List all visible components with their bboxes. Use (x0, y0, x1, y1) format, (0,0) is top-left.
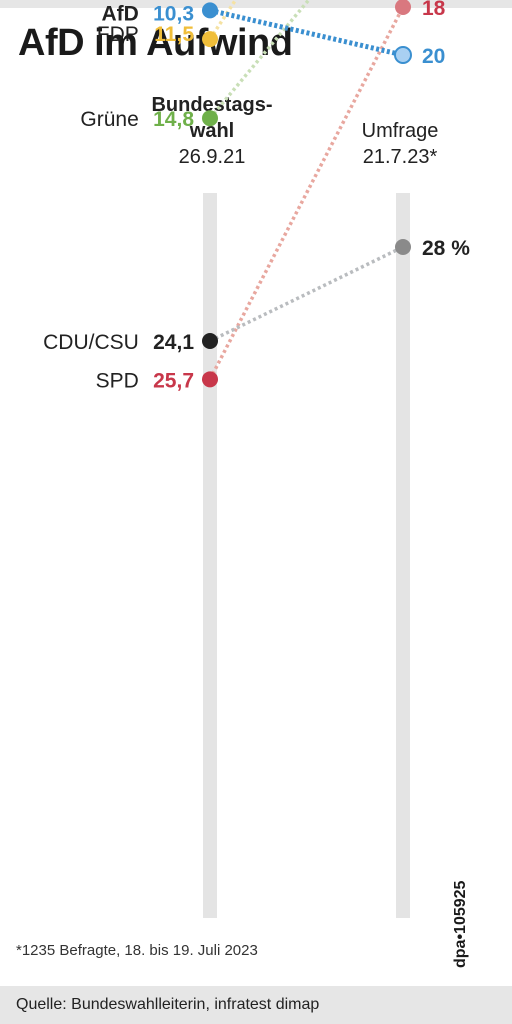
series-line-gr-ne (208, 0, 311, 120)
party-name-spd: SPD (96, 369, 139, 392)
value-left-gr-ne: 14,8 (153, 108, 194, 131)
left-column-rail (203, 193, 217, 918)
value-left-afd: 10,3 (153, 2, 194, 25)
left-column-label-line1: Bundestags- (151, 94, 273, 116)
point-left-fdp (202, 31, 218, 48)
source-bar: Quelle: Bundeswahlleiterin, infratest di… (0, 986, 512, 1024)
point-left-spd (202, 371, 218, 388)
series-line-spd (208, 6, 405, 381)
value-right-spd: 18 (422, 0, 446, 20)
party-name-fdp: FDP (97, 23, 139, 46)
right-column-date: 21.7.23* (362, 146, 438, 168)
party-name-cdu-csu: CDU/CSU (43, 331, 139, 354)
left-column-header: Bundestags- wahl 26.9.21 (122, 92, 302, 170)
point-right-afd (394, 46, 412, 64)
party-name-afd: AfD (101, 2, 138, 25)
left-column-date: 26.9.21 (178, 146, 246, 168)
left-column-label-line2: wahl (189, 120, 235, 142)
point-right-cdu-csu (395, 239, 411, 255)
point-left-afd (202, 2, 218, 19)
right-column-label: Umfrage (361, 120, 439, 142)
value-left-fdp: 11,5 (154, 23, 194, 46)
value-left-spd: 25,7 (153, 369, 194, 392)
series-line-cdu-csu (209, 245, 404, 343)
point-right-spd (395, 0, 411, 15)
party-name-gr-ne: Grüne (80, 108, 138, 131)
value-left-cdu-csu: 24,1 (153, 331, 194, 354)
top-bar (0, 0, 512, 8)
point-left-cdu-csu (202, 333, 218, 349)
value-right-afd: 20 (422, 45, 445, 68)
series-line-afd (209, 7, 404, 58)
value-right-cdu-csu: 28 % (422, 237, 470, 260)
source-text: Quelle: Bundeswahlleiterin, infratest di… (16, 996, 320, 1013)
right-column-header: Umfrage 21.7.23* (320, 118, 480, 170)
right-column-rail (396, 193, 410, 918)
footnote: *1235 Befragte, 18. bis 19. Juli 2023 (16, 942, 258, 959)
dpa-credit: dpa•105925 (452, 880, 469, 968)
chart-title: AfD im Aufwind (18, 22, 293, 64)
point-left-gr-ne (202, 110, 218, 127)
